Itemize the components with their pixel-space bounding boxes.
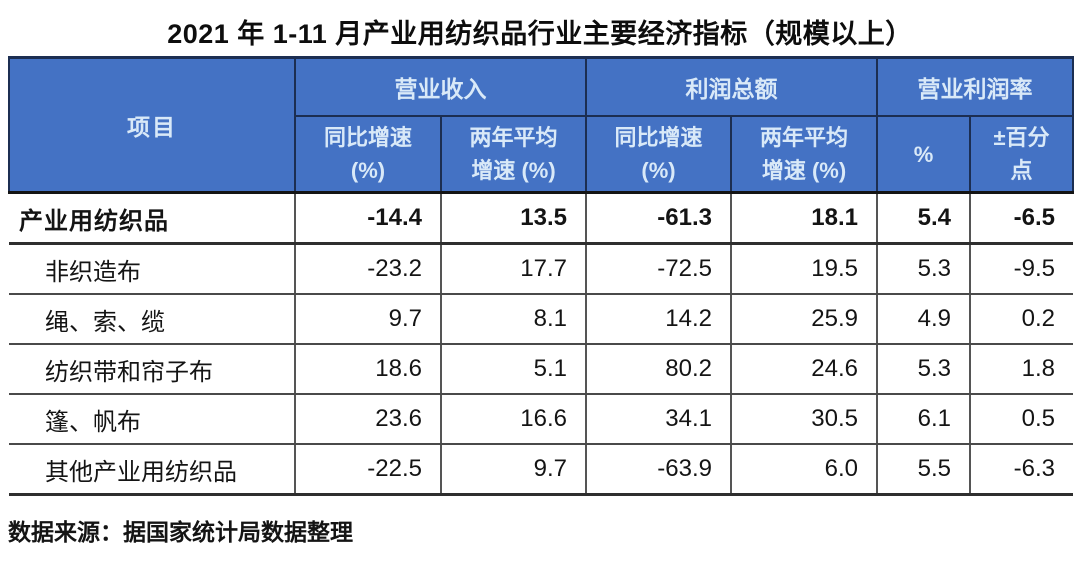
value-cell: 17.7 xyxy=(440,243,586,295)
column-group-operating-margin: 营业利润率 xyxy=(876,56,1074,117)
value-cell: -14.4 xyxy=(294,191,441,245)
item-cell: 绳、索、缆 xyxy=(9,294,295,345)
value-cell: 5.3 xyxy=(876,243,970,295)
table-row-other-industrial-textiles: 其他产业用纺织品 -22.5 9.7 -63.9 6.0 5.5 -6.3 xyxy=(9,444,1073,496)
page-title: 2021 年 1-11 月产业用纺织品行业主要经济指标（规模以上） xyxy=(167,19,913,49)
data-source-note: 数据来源：据国家统计局数据整理 xyxy=(8,519,353,545)
column-header-two-year-avg-revenue: 两年平均 增速 (%) xyxy=(440,115,587,194)
sub-header-line: (%) xyxy=(350,158,386,183)
value-cell: -61.3 xyxy=(585,191,731,245)
value-cell: 80.2 xyxy=(585,344,731,395)
sub-header-line: % xyxy=(913,141,934,167)
value-cell: 5.1 xyxy=(440,344,586,395)
sub-header-row: 同比增速 (%) 两年平均 增速 (%) 同比增速 (%) 两年平均 增速 (%… xyxy=(9,115,1074,194)
value-cell: 5.3 xyxy=(876,344,970,395)
sub-header-line: ±百分 xyxy=(993,125,1050,150)
value-cell: 13.5 xyxy=(440,191,586,245)
column-header-two-year-avg-profit: 两年平均 增速 (%) xyxy=(730,115,878,194)
column-header-yoy-growth-profit: 同比增速 (%) xyxy=(585,115,732,194)
column-group-total-profit: 利润总额 xyxy=(585,56,878,117)
sub-header-line: 增速 (%) xyxy=(471,158,556,183)
table-row-ropes-cords-cables: 绳、索、缆 9.7 8.1 14.2 25.9 4.9 0.2 xyxy=(9,294,1073,345)
value-cell: -23.2 xyxy=(294,243,441,295)
value-cell: -6.3 xyxy=(969,444,1073,496)
sub-header-line: 增速 (%) xyxy=(761,158,847,183)
value-cell: -63.9 xyxy=(585,444,731,496)
item-cell: 其他产业用纺织品 xyxy=(9,444,295,496)
economic-indicators-table: 项目 营业收入 利润总额 营业利润率 同比增速 (%) 两年平均 增速 (%) … xyxy=(8,56,1074,496)
value-cell: 25.9 xyxy=(730,294,877,345)
column-header-margin-percent: % xyxy=(876,115,971,194)
value-cell: 19.5 xyxy=(730,243,877,295)
sub-header-line: 同比增速 xyxy=(614,125,703,150)
value-cell: 9.7 xyxy=(440,444,586,496)
group-header-row: 项目 营业收入 利润总额 营业利润率 xyxy=(8,56,1074,194)
value-cell: 5.4 xyxy=(876,191,970,245)
value-cell: -22.5 xyxy=(294,444,441,496)
value-cell: -6.5 xyxy=(969,191,1073,245)
value-cell: 0.5 xyxy=(969,394,1073,445)
table-row-webbing-cord-fabric: 纺织带和帘子布 18.6 5.1 80.2 24.6 5.3 1.8 xyxy=(9,344,1073,395)
table-row-industrial-textiles-total: 产业用纺织品 -14.4 13.5 -61.3 18.1 5.4 -6.5 xyxy=(9,191,1073,245)
value-cell: 30.5 xyxy=(730,394,877,445)
sub-header-line: (%) xyxy=(641,158,676,183)
value-cell: 4.9 xyxy=(876,294,970,345)
value-cell: 1.8 xyxy=(969,344,1073,395)
table-row-tarpaulin-canvas: 篷、帆布 23.6 16.6 34.1 30.5 6.1 0.5 xyxy=(9,394,1073,445)
value-cell: 18.6 xyxy=(294,344,441,395)
sub-header-line: 同比增速 xyxy=(323,125,412,150)
value-cell: 14.2 xyxy=(585,294,731,345)
table-row-nonwovens: 非织造布 -23.2 17.7 -72.5 19.5 5.3 -9.5 xyxy=(9,243,1073,295)
value-cell: 0.2 xyxy=(969,294,1073,345)
value-cell: 34.1 xyxy=(585,394,731,445)
value-cell: -72.5 xyxy=(585,243,731,295)
value-cell: 9.7 xyxy=(294,294,441,345)
item-cell: 非织造布 xyxy=(9,243,295,295)
sub-header-line: 点 xyxy=(1010,158,1033,183)
column-header-margin-pp-change: ±百分 点 xyxy=(969,115,1074,194)
value-cell: 23.6 xyxy=(294,394,441,445)
column-header-item: 项目 xyxy=(8,56,296,194)
value-cell: 6.1 xyxy=(876,394,970,445)
column-header-yoy-growth-revenue: 同比增速 (%) xyxy=(294,115,442,194)
item-cell: 篷、帆布 xyxy=(9,394,295,445)
value-cell: 18.1 xyxy=(730,191,877,245)
value-cell: 6.0 xyxy=(730,444,877,496)
value-cell: 16.6 xyxy=(440,394,586,445)
table-body: 产业用纺织品 -14.4 13.5 -61.3 18.1 5.4 -6.5 非织… xyxy=(9,191,1073,496)
sub-header-line: 两年平均 xyxy=(469,125,558,150)
item-cell: 纺织带和帘子布 xyxy=(9,344,295,395)
sub-header-line: 两年平均 xyxy=(759,125,848,150)
value-cell: 8.1 xyxy=(440,294,586,345)
value-cell: 24.6 xyxy=(730,344,877,395)
value-cell: 5.5 xyxy=(876,444,970,496)
item-cell: 产业用纺织品 xyxy=(9,191,295,245)
table-header: 项目 营业收入 利润总额 营业利润率 同比增速 (%) 两年平均 增速 (%) … xyxy=(8,56,1074,194)
value-cell: -9.5 xyxy=(969,243,1073,295)
column-group-operating-revenue: 营业收入 xyxy=(294,56,587,117)
